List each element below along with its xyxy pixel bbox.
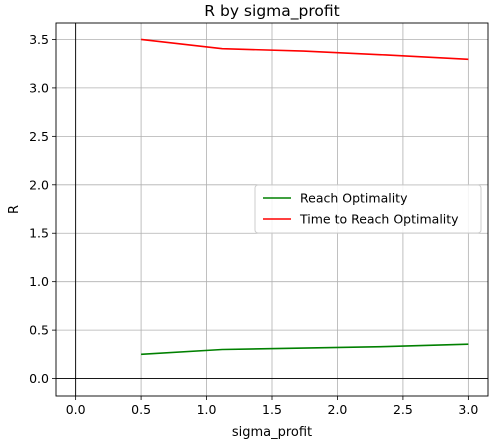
y-tick-label: 2.0 [29, 177, 49, 192]
y-tick-label: 3.5 [29, 32, 49, 47]
x-tick-label: 1.0 [197, 402, 217, 417]
y-ticks: 0.0 0.5 1.0 1.5 2.0 2.5 3.0 3.5 [29, 32, 56, 386]
x-tick-label: 2.0 [328, 402, 348, 417]
zero-lines [56, 23, 488, 396]
series-line-2 [140, 38, 469, 61]
y-tick-label: 3.0 [29, 80, 49, 95]
y-tick-label: 1.5 [29, 226, 49, 241]
legend-label-1: Reach Optimality [300, 191, 408, 206]
chart-title: R by sigma_profit [204, 2, 339, 21]
x-tick-label: 3.0 [458, 402, 478, 417]
x-tick-label: 0.0 [66, 402, 86, 417]
legend: Reach Optimality Time to Reach Optimality [254, 184, 482, 234]
legend-label-2: Time to Reach Optimality [299, 212, 459, 227]
y-tick-label: 2.5 [29, 129, 49, 144]
y-tick-label: 1.0 [29, 274, 49, 289]
y-tick-label: 0.5 [29, 323, 49, 338]
legend-box [254, 184, 482, 234]
x-axis-label: sigma_profit [232, 425, 312, 440]
series-lines [140, 38, 469, 356]
series-line-1 [141, 343, 469, 356]
y-tick-label: 0.0 [29, 371, 49, 386]
x-tick-label: 0.5 [131, 402, 151, 417]
x-ticks: 0.0 0.5 1.0 1.5 2.0 2.5 3.0 [66, 396, 478, 417]
x-tick-label: 2.5 [393, 402, 413, 417]
y-axis-label: R [7, 205, 22, 214]
x-tick-label: 1.5 [262, 402, 282, 417]
